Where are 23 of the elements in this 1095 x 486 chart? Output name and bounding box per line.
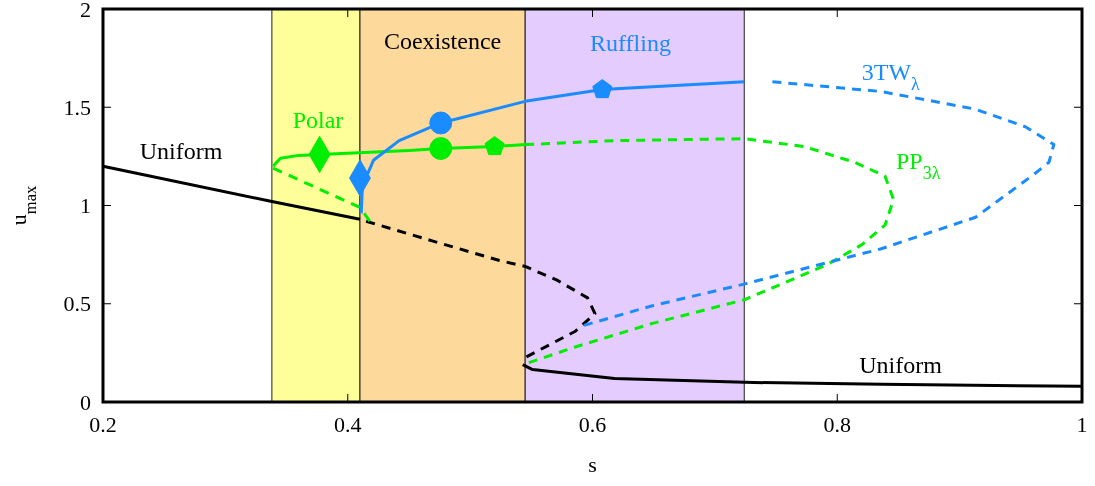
y-tick-label: 0 (80, 389, 91, 415)
x-tick-label: 0.2 (89, 412, 117, 437)
x-tick-label: 0.4 (334, 412, 362, 437)
y-tick-label: 0.5 (63, 291, 91, 317)
y-tick-label: 1.5 (63, 94, 91, 120)
point (429, 111, 453, 135)
line-series (364, 219, 597, 359)
point (592, 79, 613, 99)
band-label: Coexistence (383, 28, 502, 54)
annotation: Ruffling (590, 29, 671, 56)
annotation: Polar (292, 107, 344, 134)
x-axis-title: s (588, 452, 597, 477)
y-tick-label: 1 (80, 193, 91, 219)
annotation: PP$_{3λ}$ (895, 147, 941, 183)
point (429, 137, 453, 160)
x-tick-label: 1 (1076, 412, 1088, 437)
annotation: 3TW$_{λ}$ (861, 59, 921, 95)
annotation: Uniform (859, 352, 943, 379)
point (484, 136, 505, 156)
annotation: Uniform (139, 137, 223, 164)
y-tick-label: 2 (80, 0, 91, 22)
x-tick-label: 0.6 (578, 412, 607, 437)
x-tick-label: 0.8 (823, 412, 851, 437)
